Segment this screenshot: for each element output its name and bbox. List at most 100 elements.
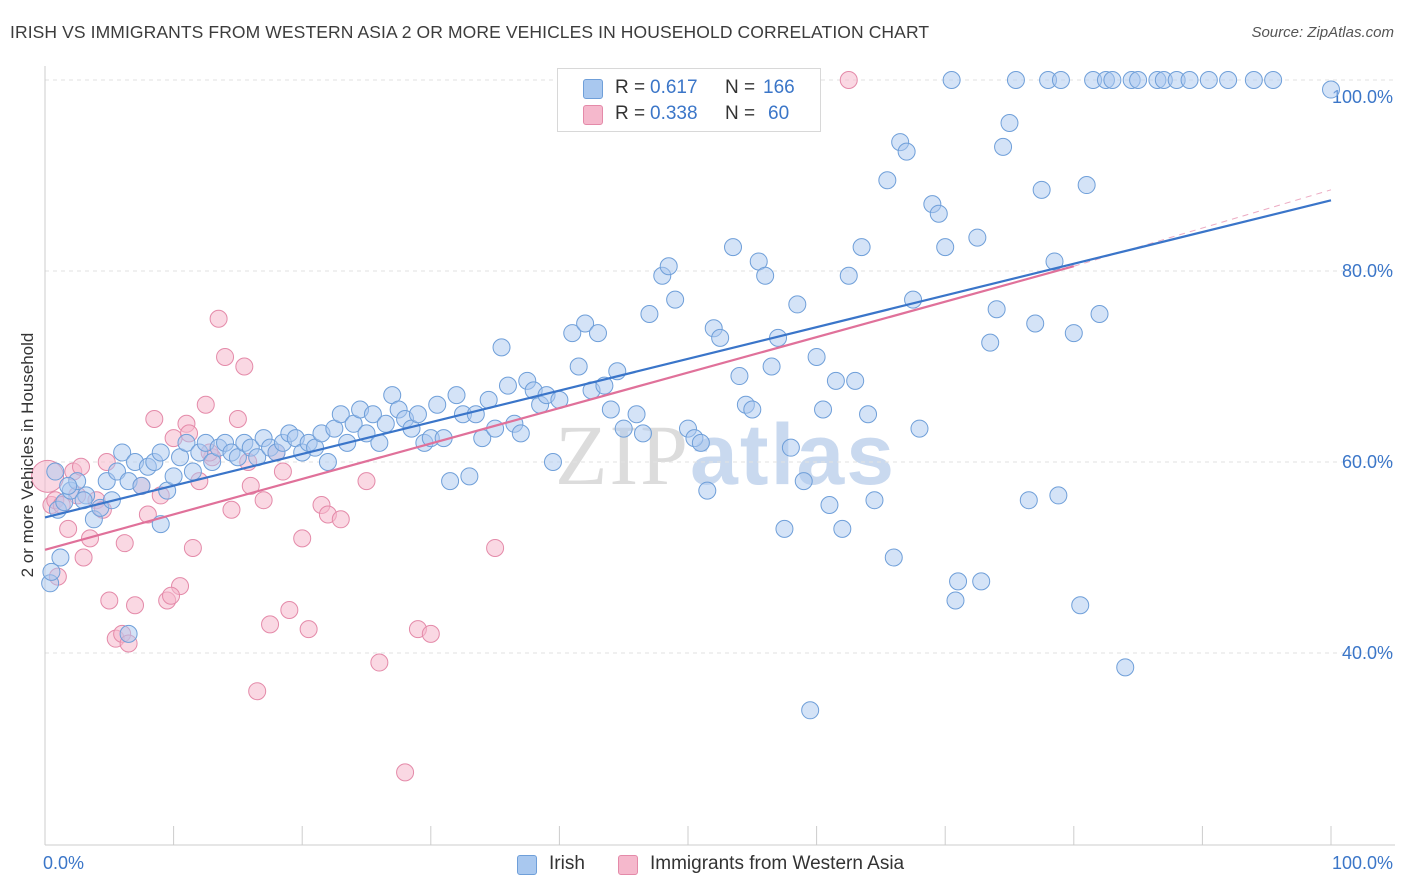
legend-r-label: R =: [615, 77, 646, 98]
irish-point: [1090, 304, 1109, 323]
irish-point: [1219, 71, 1238, 89]
irish-point: [460, 467, 479, 486]
irish-point: [1129, 71, 1148, 89]
western-asia-point: [280, 601, 299, 620]
western-asia-point: [241, 476, 260, 495]
x-tick-label: 0.0%: [43, 853, 84, 873]
irish-point: [569, 357, 588, 376]
irish-point: [640, 304, 659, 323]
western-asia-point: [216, 347, 235, 366]
irish-point: [441, 472, 460, 491]
irish-point: [987, 300, 1006, 319]
irish-point: [447, 386, 466, 405]
irish-point: [691, 433, 710, 452]
irish-point: [859, 405, 878, 424]
irish-point: [743, 400, 762, 419]
irish-point: [730, 367, 749, 386]
irish-point: [762, 357, 781, 376]
irish-point: [724, 238, 743, 257]
irish-point: [42, 562, 61, 581]
western-asia-point: [254, 491, 273, 510]
irish-point: [1026, 314, 1045, 333]
western-asia-point: [100, 591, 119, 610]
irish-point: [949, 572, 968, 591]
irish-point: [1264, 71, 1283, 89]
irish-point: [486, 419, 505, 438]
irish-point: [588, 324, 607, 343]
legend-swatch-irish: [583, 79, 603, 99]
western-asia-point: [839, 71, 858, 89]
western-asia-point: [396, 763, 415, 782]
irish-point: [601, 400, 620, 419]
irish-point: [119, 624, 138, 643]
irish-point: [1199, 71, 1218, 89]
irish-point: [865, 491, 884, 510]
irish-point: [929, 204, 948, 223]
irish-point: [543, 453, 562, 471]
irish-point: [1051, 71, 1070, 89]
irish-point: [466, 405, 485, 424]
western-asia-point: [299, 620, 318, 639]
irish-point: [46, 462, 65, 481]
irish-point: [968, 228, 987, 247]
western-asia-point: [126, 596, 145, 615]
western-asia-point: [115, 534, 134, 553]
series-swatch-irish: [517, 855, 537, 875]
irish-point: [994, 137, 1013, 156]
irish-point: [376, 414, 395, 433]
correlation-legend: R = 0.617 N = 166 R = 0.338 N = 60: [557, 68, 821, 132]
irish-point: [408, 405, 427, 424]
western-asia-point: [162, 586, 181, 605]
irish-point: [659, 257, 678, 276]
irish-point: [833, 519, 852, 538]
irish-point: [563, 324, 582, 343]
series-swatch-western-asia: [618, 855, 638, 875]
irish-point: [839, 266, 858, 285]
legend-r-value: 0.617: [650, 77, 698, 98]
series-legend: Irish Immigrants from Western Asia: [0, 852, 1406, 880]
western-asia-point: [235, 357, 254, 376]
irish-point: [897, 142, 916, 161]
western-asia-point: [331, 510, 350, 529]
irish-point: [981, 333, 1000, 352]
western-asia-point: [228, 410, 247, 429]
irish-point: [775, 519, 794, 538]
irish-point: [878, 171, 897, 190]
western-asia-point: [74, 548, 93, 567]
irish-point: [1045, 252, 1064, 271]
irish-point: [51, 548, 70, 567]
legend-r-value: 0.338: [650, 103, 698, 124]
western-asia-point: [293, 529, 312, 548]
irish-point: [1244, 71, 1263, 89]
western-asia-point: [183, 538, 202, 557]
irish-point: [711, 328, 730, 347]
y-tick-label: 60.0%: [1342, 452, 1393, 472]
irish-point: [1064, 324, 1083, 343]
irish-point: [318, 453, 337, 471]
western-asia-point: [196, 395, 215, 414]
western-asia-trend-line: [44, 265, 1075, 551]
irish-point: [972, 572, 991, 591]
irish-point: [1180, 71, 1199, 89]
western-asia-point: [273, 462, 292, 481]
western-asia-point: [370, 653, 389, 672]
irish-point: [498, 376, 517, 395]
irish-point: [698, 481, 717, 500]
y-tick-label: 40.0%: [1342, 643, 1393, 663]
x-tick-label: 100.0%: [1332, 853, 1393, 873]
irish-point: [1049, 486, 1068, 505]
irish-point: [1000, 113, 1019, 132]
irish-point: [852, 238, 871, 257]
irish-point: [164, 467, 183, 486]
irish-point: [794, 472, 813, 491]
y-axis-label: 2 or more Vehicles in Household: [18, 332, 37, 578]
irish-point: [1006, 71, 1025, 89]
irish-point: [492, 338, 511, 357]
irish-point: [1077, 176, 1096, 195]
western-asia-point: [357, 472, 376, 491]
irish-point: [1103, 71, 1122, 89]
western-asia-point: [486, 538, 505, 557]
western-asia-point: [261, 615, 280, 634]
irish-point: [1019, 491, 1038, 510]
